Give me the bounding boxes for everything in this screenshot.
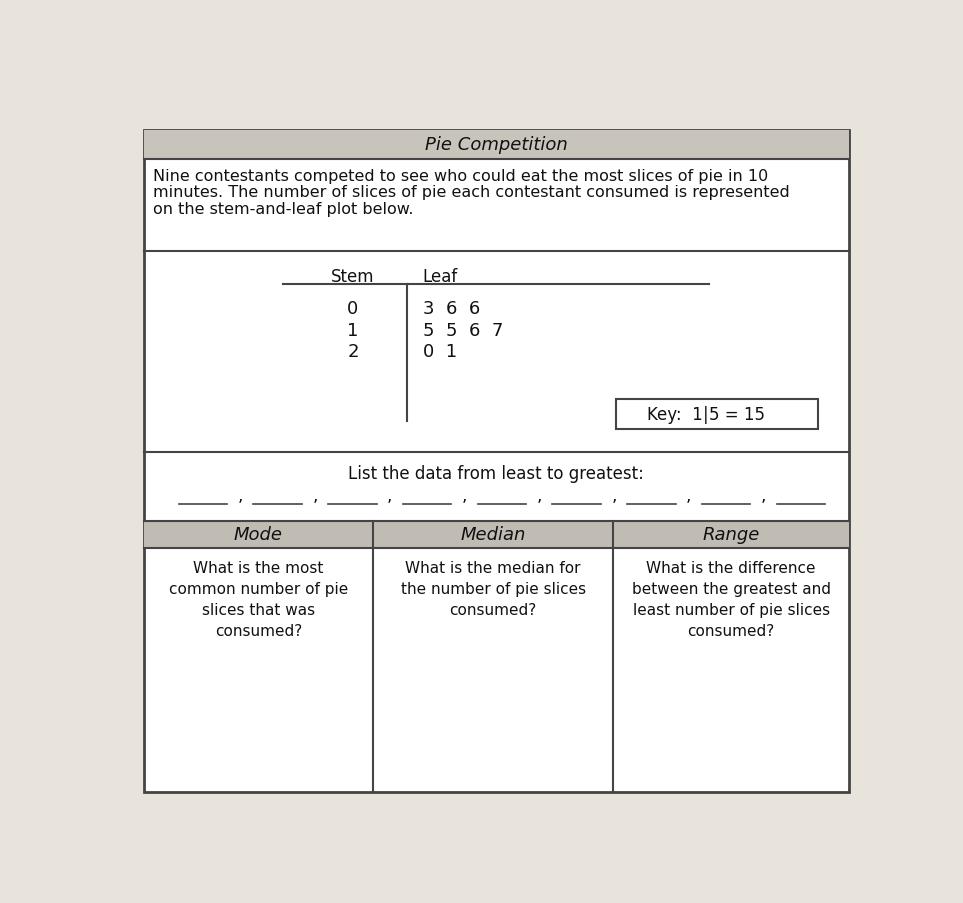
Text: 5 = 15: 5 = 15 bbox=[710, 405, 766, 424]
Text: ,: , bbox=[536, 487, 542, 505]
FancyBboxPatch shape bbox=[143, 131, 848, 160]
Text: ,: , bbox=[387, 487, 392, 505]
Text: Mode: Mode bbox=[234, 526, 283, 544]
FancyBboxPatch shape bbox=[143, 131, 848, 792]
Text: ,: , bbox=[761, 487, 767, 505]
Text: ,: , bbox=[238, 487, 243, 505]
Text: ,: , bbox=[462, 487, 467, 505]
Text: What is the median for
the number of pie slices
consumed?: What is the median for the number of pie… bbox=[401, 561, 586, 618]
Text: Pie Competition: Pie Competition bbox=[425, 136, 567, 154]
Text: minutes. The number of slices of pie each contestant consumed is represented: minutes. The number of slices of pie eac… bbox=[153, 185, 790, 200]
Text: What is the most
common number of pie
slices that was
consumed?: What is the most common number of pie sl… bbox=[169, 561, 348, 638]
Text: 0  1: 0 1 bbox=[423, 343, 456, 361]
Text: |: | bbox=[703, 405, 709, 424]
FancyBboxPatch shape bbox=[143, 521, 848, 548]
Text: Key:  1: Key: 1 bbox=[647, 405, 703, 424]
Text: 1: 1 bbox=[348, 321, 358, 340]
Text: ,: , bbox=[312, 487, 318, 505]
Text: Range: Range bbox=[702, 526, 760, 544]
Text: 3  6  6: 3 6 6 bbox=[423, 300, 480, 318]
Text: ,: , bbox=[686, 487, 691, 505]
Text: 2: 2 bbox=[347, 343, 358, 361]
Text: on the stem-and-leaf plot below.: on the stem-and-leaf plot below. bbox=[153, 201, 413, 217]
Text: Median: Median bbox=[460, 526, 526, 544]
Text: What is the difference
between the greatest and
least number of pie slices
consu: What is the difference between the great… bbox=[632, 561, 830, 638]
Text: 0: 0 bbox=[348, 300, 358, 318]
Text: Stem: Stem bbox=[331, 267, 375, 285]
Text: ,: , bbox=[612, 487, 616, 505]
Text: 5  5  6  7: 5 5 6 7 bbox=[423, 321, 503, 340]
Text: Nine contestants competed to see who could eat the most slices of pie in 10: Nine contestants competed to see who cou… bbox=[153, 169, 768, 184]
FancyBboxPatch shape bbox=[616, 400, 818, 429]
Text: Leaf: Leaf bbox=[423, 267, 457, 285]
Text: List the data from least to greatest:: List the data from least to greatest: bbox=[349, 464, 644, 482]
